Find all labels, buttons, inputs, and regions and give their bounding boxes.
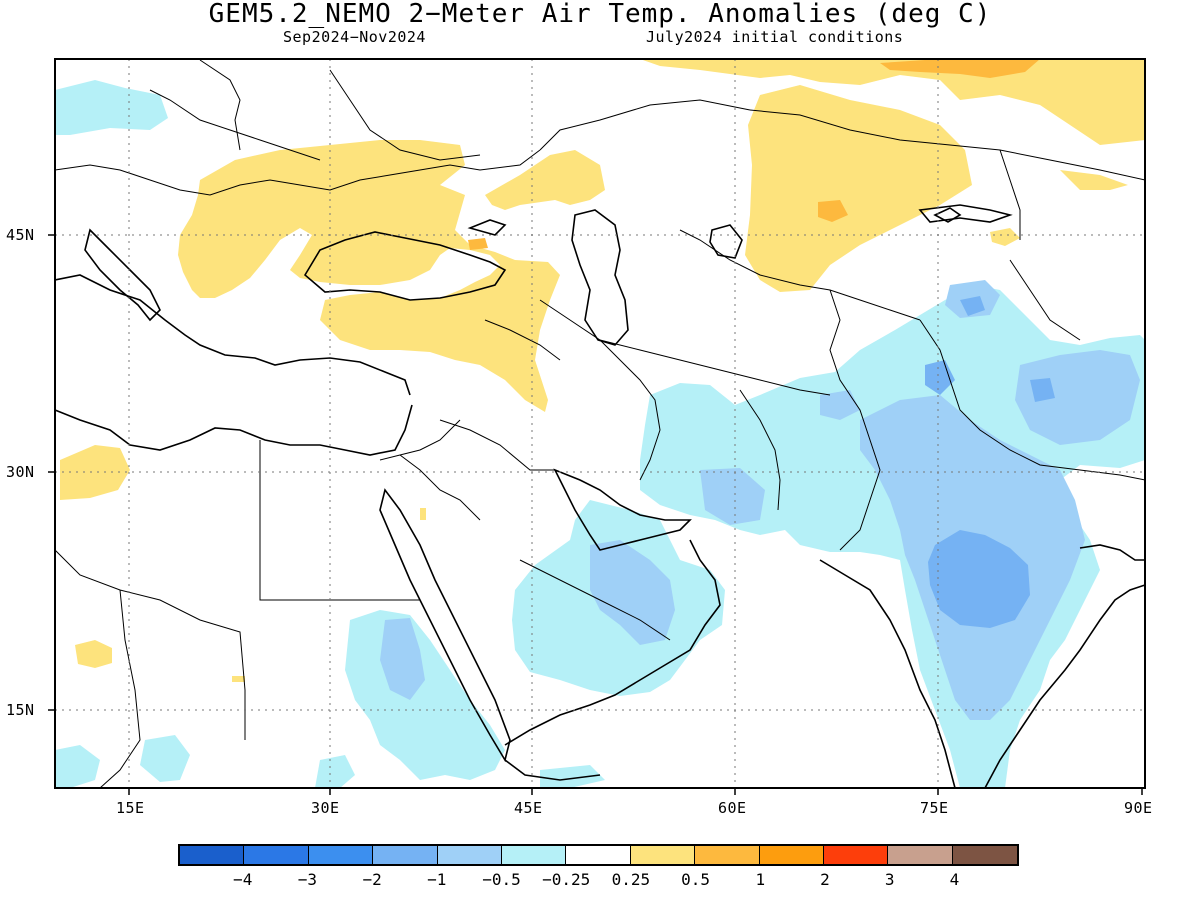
- lon-tick-75e: 75E: [920, 799, 949, 817]
- warm-anomaly-areas: [60, 59, 1145, 682]
- colorbar-box: [437, 846, 502, 864]
- coastlines: [55, 204, 1145, 788]
- forecast-period: Sep2024−Nov2024: [283, 28, 426, 46]
- lon-tick-45e: 45E: [514, 799, 543, 817]
- colorbar-label: 1: [755, 870, 766, 889]
- anomaly-shading: [55, 59, 1145, 788]
- colorbar-box: [823, 846, 889, 864]
- lat-tick-15n: 15N: [6, 701, 35, 719]
- colorbar-box: [888, 846, 953, 864]
- colorbar-label: 0.5: [681, 870, 711, 889]
- colorbar-box: [630, 846, 696, 864]
- initial-conditions: July2024 initial conditions: [646, 28, 904, 46]
- colorbar-label: −4: [233, 870, 253, 889]
- colorbar-label: 3: [884, 870, 895, 889]
- map-frame: [54, 58, 1146, 789]
- lon-tick-15e: 15E: [116, 799, 145, 817]
- gridlines: [55, 59, 1145, 788]
- colorbar-label: 4: [949, 870, 960, 889]
- cool-anomaly-strong: [925, 296, 1055, 628]
- colorbar-label: 2: [820, 870, 830, 889]
- warm-anomaly-cores: [468, 59, 1040, 250]
- lat-tick-45n: 45N: [6, 226, 35, 244]
- lon-tick-60e: 60E: [718, 799, 747, 817]
- colorbar: [178, 844, 1020, 866]
- colorbar-box: [501, 846, 567, 864]
- lon-tick-30e: 30E: [311, 799, 340, 817]
- colorbar-box: [373, 846, 438, 864]
- colorbar-label: −1: [427, 870, 447, 889]
- colorbar-box: [952, 846, 1018, 864]
- colorbar-box: [308, 846, 374, 864]
- colorbar-box: [759, 846, 824, 864]
- colorbar-box: [180, 846, 245, 864]
- colorbar-box: [566, 846, 631, 864]
- colorbar-label: 0.25: [611, 870, 651, 889]
- axis-ticks: [48, 234, 1143, 795]
- colorbar-label: −2: [362, 870, 382, 889]
- lon-tick-90e: 90E: [1124, 799, 1153, 817]
- colorbar-label: −0.25: [542, 870, 591, 889]
- lat-tick-30n: 30N: [6, 463, 35, 481]
- colorbar-label: −0.5: [482, 870, 521, 889]
- colorbar-box: [695, 846, 760, 864]
- colorbar-label: −3: [297, 870, 318, 889]
- map-title: GEM5.2_NEMO 2−Meter Air Temp. Anomalies …: [208, 0, 992, 29]
- colorbar-box: [244, 846, 309, 864]
